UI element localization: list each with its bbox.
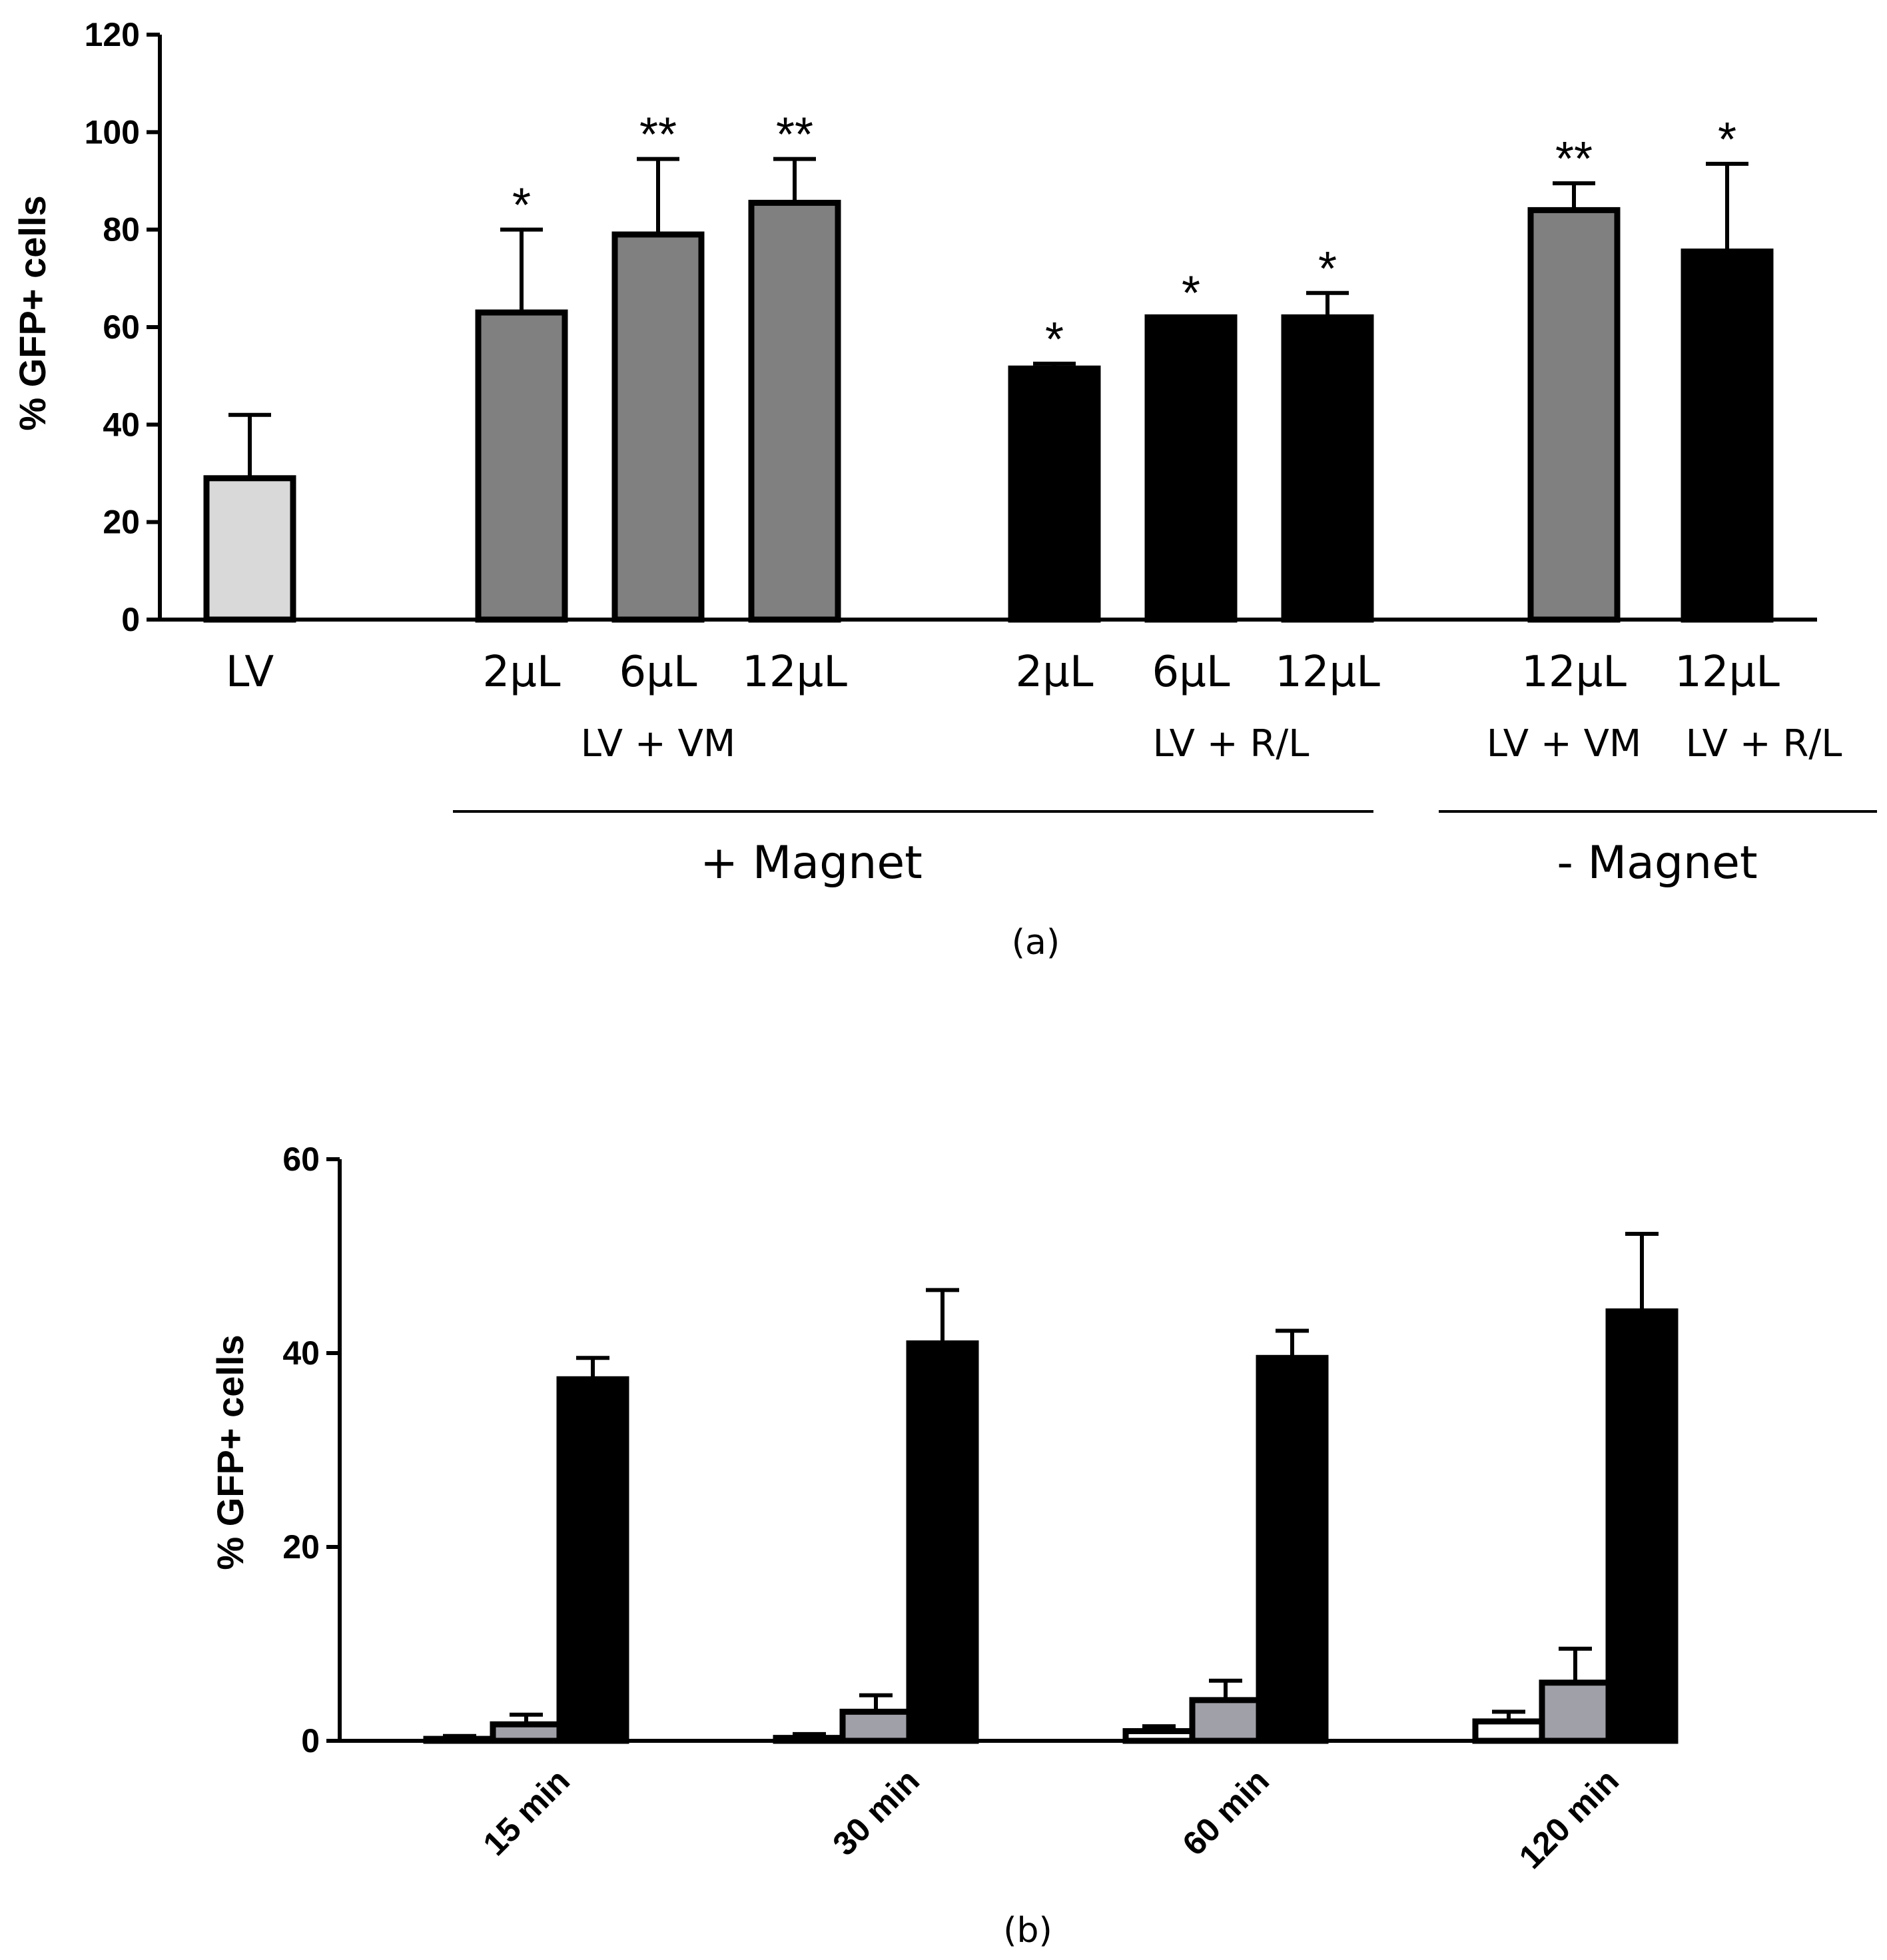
panel-b-bar-black [556, 1376, 629, 1744]
panel-a-significance-marker: ** [1555, 133, 1593, 186]
panel-b-category-label: 60 min [1175, 1761, 1276, 1863]
panel-b-bar-gray [839, 1708, 913, 1744]
panel-a-bar [1281, 314, 1374, 623]
panel-b-bar-white [1472, 1718, 1545, 1744]
group-label-lv-rl-magnet: LV + R/L [1153, 722, 1310, 765]
panel-b-ytick-label: 40 [282, 1334, 320, 1372]
panel-a-category-label: 6µL [619, 648, 697, 697]
panel-b-bar-gray [1539, 1680, 1612, 1744]
caption-b: (b) [1003, 1911, 1052, 1951]
panel-b-category-labels: 15 min 30 min 60 min 120 min [476, 1761, 1626, 1875]
panel-a-error-bar [637, 157, 679, 235]
panel-a-error-bar [500, 227, 543, 313]
panel-a-category-label: 12µL [1521, 648, 1627, 697]
panel-a-error-bar [1706, 161, 1748, 252]
panel-b-error-bar [1209, 1678, 1242, 1700]
panel-b-ylabel: % GFP+ cells [209, 1334, 251, 1570]
condition-label-minus-magnet: - Magnet [1557, 837, 1757, 889]
panel-a-bar [475, 309, 568, 623]
panel-b-error-bar [793, 1731, 826, 1738]
caption-a: (a) [1012, 923, 1060, 963]
panel-a-ytick-label: 80 [103, 211, 140, 248]
panel-a-category-label: 12µL [742, 648, 847, 697]
panel-b-error-bar [576, 1356, 609, 1380]
panel-b-bar-black [1256, 1354, 1329, 1744]
panel-a-error-bar [773, 157, 816, 203]
panel-a-significance-marker: ** [776, 109, 813, 162]
panel-a-significance-marker: * [512, 179, 531, 233]
panel-a-ytick-label: 120 [85, 16, 140, 53]
condition-label-plus-magnet: + Magnet [700, 837, 923, 889]
panel-b-bars [423, 1232, 1679, 1744]
panel-a-category-label: LV [226, 648, 274, 697]
panel-a-category-label: 6µL [1152, 648, 1230, 697]
panel-a-bar [203, 475, 296, 623]
panel-a-category-label: 2µL [482, 648, 560, 697]
group-label-lv-vm-nomagnet: LV + VM [1487, 722, 1642, 765]
panel-a-significance-marker: * [1182, 266, 1200, 320]
panel-a-bar [1008, 365, 1101, 623]
panel-a-bar [1144, 314, 1238, 623]
panel-b-error-bar [1625, 1232, 1659, 1312]
panel-a-error-bar [228, 412, 271, 478]
panel-a-ytick-label: 0 [121, 601, 140, 638]
panel-a-error-bar [1553, 181, 1595, 211]
panel-b-bar-gray [1189, 1697, 1262, 1744]
panel-b-error-bar [1492, 1710, 1525, 1721]
panel-a-yaxis-ticks: 0 20 40 60 80 100 120 [85, 16, 160, 638]
panel-a-category-labels: LV 2µL 6µL 12µL 2µL 6µL 12µL 12µL 12µL [226, 648, 1780, 697]
panel-a-ytick-label: 60 [103, 308, 140, 346]
panel-b-error-bar [1276, 1328, 1309, 1358]
panel-a-error-bar [1306, 290, 1349, 318]
panel-b-category-label: 30 min [825, 1761, 927, 1863]
panel-a-category-label: 12µL [1275, 648, 1380, 697]
panel-a-ytick-label: 100 [85, 113, 140, 151]
panel-b-bar-black [906, 1340, 979, 1744]
panel-b-error-bar [926, 1288, 959, 1344]
panel-b-bar-black [1605, 1308, 1679, 1744]
panel-b-category-label: 15 min [476, 1761, 577, 1863]
panel-b-yaxis-ticks: 0 20 40 60 [282, 1141, 340, 1759]
panel-b-axes [338, 1159, 1675, 1743]
panel-a-bars: *** **** *** * [203, 109, 1774, 623]
panel-a-category-label: 2µL [1015, 648, 1093, 697]
group-label-lv-vm-magnet: LV + VM [581, 722, 736, 765]
panel-a-axes [158, 35, 1817, 622]
panel-a-significance-marker: * [1045, 313, 1064, 366]
panel-a-error-bar [1033, 361, 1076, 369]
panel-b-ytick-label: 0 [301, 1722, 320, 1759]
panel-b-error-bar [510, 1712, 543, 1725]
panel-b-error-bar [443, 1733, 476, 1739]
panel-a-category-label: 12µL [1675, 648, 1780, 697]
panel-b-ytick-label: 60 [282, 1141, 320, 1178]
panel-b-error-bar [1559, 1646, 1592, 1683]
panel-a-ylabel: % GFP+ cells [11, 195, 53, 430]
panel-b-error-bar [1142, 1724, 1176, 1731]
panel-b-bar-gray [490, 1721, 563, 1744]
panel-b-category-label: 120 min [1512, 1761, 1626, 1875]
panel-a-significance-marker: * [1718, 113, 1736, 167]
group-label-lv-rl-nomagnet: LV + R/L [1686, 722, 1842, 765]
panel-a-bar [748, 199, 841, 623]
panel-a-bar [1681, 248, 1774, 623]
panel-a-ytick-label: 40 [103, 406, 140, 443]
panel-a-ytick-label: 20 [103, 504, 140, 541]
panel-b-ytick-label: 20 [282, 1528, 320, 1566]
panel-a-significance-marker: ** [639, 109, 677, 162]
panel-a-bar [1527, 207, 1621, 623]
panel-a-significance-marker: * [1318, 243, 1337, 296]
panel-a-bar [611, 231, 705, 623]
panel-b-error-bar [859, 1693, 893, 1712]
